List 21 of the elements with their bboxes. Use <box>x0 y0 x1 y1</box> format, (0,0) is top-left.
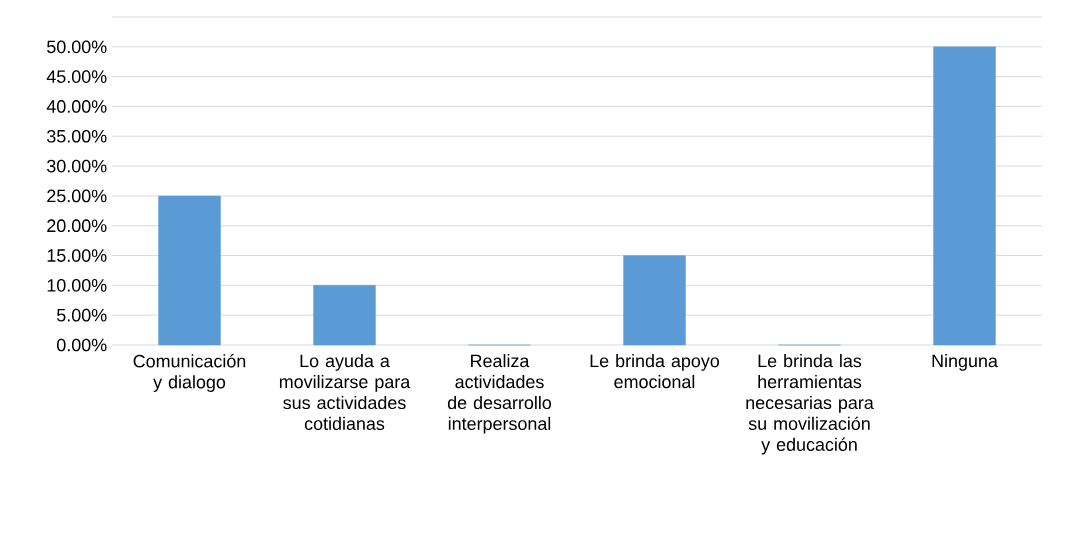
x-tick-label: Le brinda apoyo emocional <box>590 354 720 389</box>
x-tick-label: Realiza actividades de desarrollo interpersonal <box>447 354 552 434</box>
y-tick-label: 25.00% <box>47 189 107 203</box>
bar <box>313 285 376 346</box>
bar <box>623 255 686 346</box>
x-tick-label: Comunicación y dialogo <box>133 354 246 392</box>
y-tick-label: 40.00% <box>46 100 107 113</box>
y-tick-label: 30.00% <box>47 159 107 173</box>
y-tick-label: 35.00% <box>47 129 107 143</box>
x-tick-label: Ninguna <box>932 354 998 371</box>
y-tick-label: 15.00% <box>47 249 107 262</box>
y-tick-label: 50.00% <box>47 40 107 54</box>
bar <box>933 46 996 346</box>
bar <box>158 195 221 346</box>
x-tick-label: Lo ayuda a movilizarse para sus actividades cotidianas <box>279 354 411 431</box>
y-tick-label: 0.00% <box>57 338 107 352</box>
y-tick-label: 20.00% <box>47 219 107 233</box>
y-tick-label: 45.00% <box>46 70 107 83</box>
y-tick-label: 10.00% <box>47 279 107 292</box>
y-tick-label: 5.00% <box>57 308 107 322</box>
x-tick-label: Le brinda las herramientas necesarias para su movilización y educación <box>746 354 874 455</box>
